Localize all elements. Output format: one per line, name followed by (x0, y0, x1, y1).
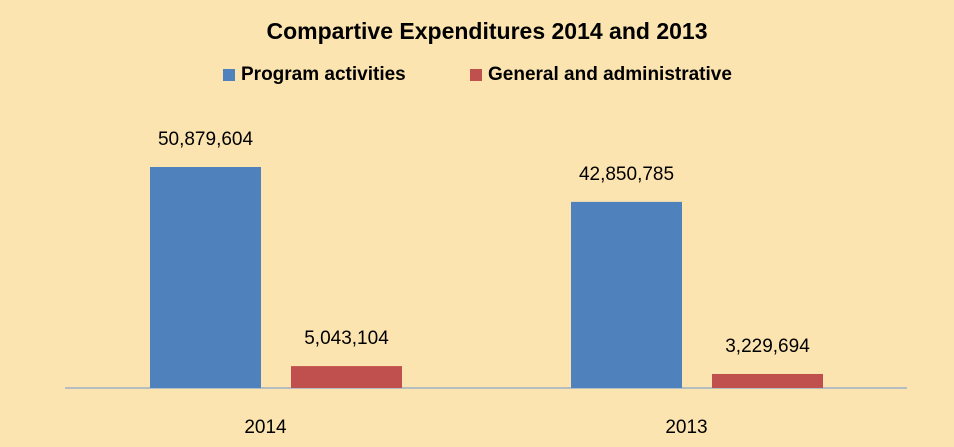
legend-swatch (470, 69, 482, 81)
data-label: 42,850,785 (579, 164, 674, 185)
x-tick-label: 2013 (665, 417, 707, 438)
data-label: 50,879,604 (158, 129, 254, 150)
bar (571, 201, 682, 388)
bar (291, 366, 402, 388)
x-tick-label: 2014 (244, 417, 287, 438)
data-label: 5,043,104 (304, 328, 389, 349)
bar (150, 167, 261, 388)
legend-label: Program activities (241, 64, 406, 85)
data-label: 3,229,694 (725, 336, 810, 357)
legend-swatch (223, 69, 235, 81)
bar (712, 373, 823, 388)
chart-title: Compartive Expenditures 2014 and 2013 (266, 18, 707, 44)
legend-label: General and administrative (488, 64, 732, 85)
